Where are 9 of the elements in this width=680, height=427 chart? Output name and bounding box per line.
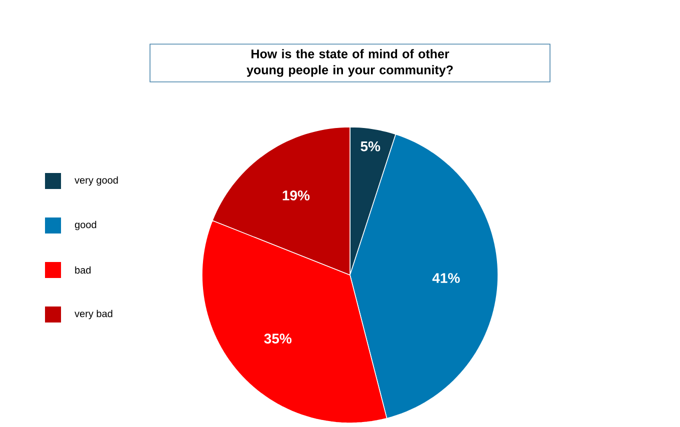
chart-title: How is the state of mind of other young people in your community? — [246, 49, 453, 77]
legend-label: good — [74, 220, 96, 230]
legend-label: very bad — [74, 310, 112, 320]
data-label: 41% — [432, 273, 460, 283]
legend-label: bad — [75, 266, 91, 274]
data-label: 35% — [264, 334, 292, 344]
data-label: 19% — [282, 190, 310, 200]
legend-label: very good — [74, 176, 118, 186]
data-label: 5% — [360, 141, 380, 152]
